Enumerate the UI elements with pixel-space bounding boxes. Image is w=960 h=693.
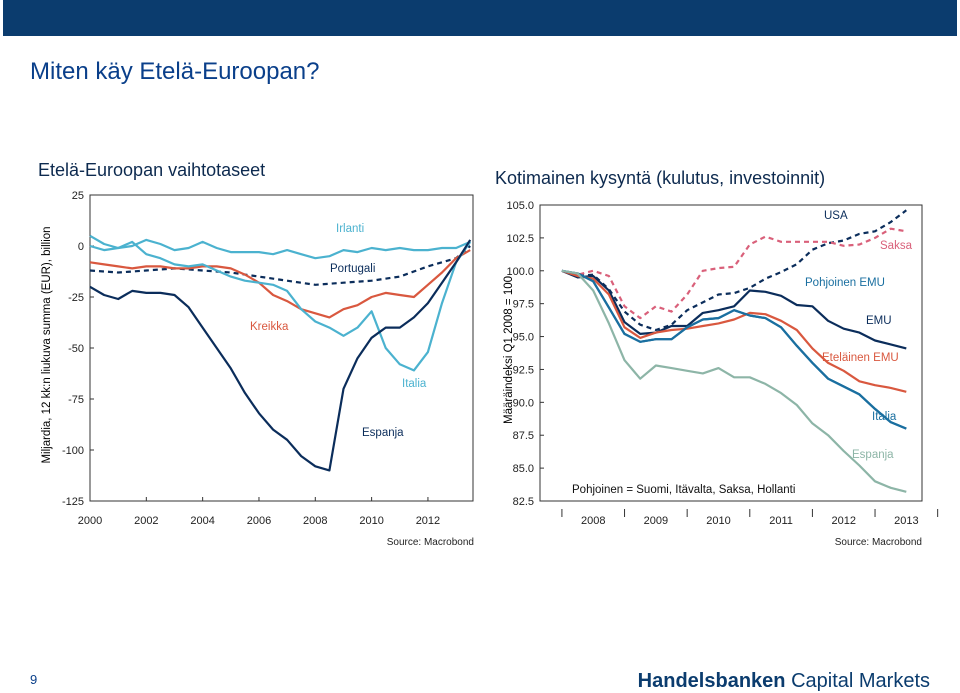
chart-0-ytick-label: 25 xyxy=(72,190,84,202)
chart-1-ytick-label: 105.0 xyxy=(506,200,534,212)
chart-0-ylabel: Miljardia, 12 kk:n liukuva summa (EUR), … xyxy=(41,226,53,463)
chart-1-series-label: USA xyxy=(824,210,848,222)
chart-0-series-italia-line xyxy=(89,234,472,372)
chart-0-xtick-label: 2000 xyxy=(78,515,102,527)
chart-0-ytick-label: -25 xyxy=(68,292,84,304)
chart-0-xtick-label: 2006 xyxy=(247,515,271,527)
chart-1-xtick-label: 2011 xyxy=(769,515,793,527)
chart-1-ytick-label: 95.0 xyxy=(513,332,534,344)
chart-0-ytick-label: 0 xyxy=(78,241,84,253)
chart-0-source: Source: Macrobond xyxy=(387,537,474,548)
chart-1-series-label: Espanja xyxy=(852,449,894,461)
chart-0-ytick-label: -75 xyxy=(68,394,84,406)
chart-1-series-label: Eteläinen EMU xyxy=(822,352,899,364)
chart-0-series-irlanti-line xyxy=(89,238,471,260)
chart-0-series-portugali-line xyxy=(89,245,471,286)
chart-1-xtick-label: 2012 xyxy=(831,515,855,527)
chart-1-series-emu-line xyxy=(561,269,907,393)
chart-1-note: Pohjoinen = Suomi, Itävalta, Saksa, Holl… xyxy=(572,484,795,496)
chart-1-title: Kotimainen kysyntä (kulutus, investoinni… xyxy=(495,168,825,188)
chart-0-ytick-label: -125 xyxy=(62,496,84,508)
chart-0-series-espanja-line xyxy=(89,239,472,472)
page-title: Miten käy Etelä-Euroopan? xyxy=(30,58,320,85)
chart-0-series-kreikka-line xyxy=(89,249,471,319)
chart-1-plot-frame xyxy=(539,204,923,502)
chart-1-ytick-label: 102.5 xyxy=(506,233,534,245)
chart-0-series-label: Italia xyxy=(402,378,427,390)
chart-1-source: Source: Macrobond xyxy=(835,537,922,548)
chart-0-series-label: Portugali xyxy=(330,263,375,275)
chart-0-ytick-label: -50 xyxy=(68,343,84,355)
chart-1-ytick-label: 100.0 xyxy=(506,266,534,278)
chart-1-series-label: Italia xyxy=(872,411,897,423)
chart-1-ytick-label: 85.0 xyxy=(513,463,534,475)
chart-1-xtick-label: 2013 xyxy=(894,515,918,527)
chart-1-series-usa-line xyxy=(561,209,907,332)
chart-1-xtick-label: 2008 xyxy=(581,515,605,527)
chart-0-series-label: Espanja xyxy=(362,427,404,439)
chart-1-ytick-label: 82.5 xyxy=(513,496,534,508)
chart-1-ylabel: Määräindeksi Q1 2008 = 100 xyxy=(503,276,515,424)
logo-main: Handelsbanken xyxy=(637,670,786,692)
chart-0-xtick-label: 2008 xyxy=(303,515,327,527)
top-banner xyxy=(3,0,957,36)
chart-0-series-label: Irlanti xyxy=(336,223,364,235)
chart-1-series-label: Saksa xyxy=(880,240,913,252)
handelsbanken-logo: Handelsbanken Capital Markets xyxy=(638,670,930,693)
page-number: 9 xyxy=(30,672,38,687)
chart-1-series-italia-line xyxy=(561,269,907,430)
chart-0-xtick-label: 2010 xyxy=(359,515,383,527)
chart-0-ytick-label: -100 xyxy=(62,445,84,457)
chart-1-ytick-label: 92.5 xyxy=(513,364,534,376)
chart-1-series-espanja-line xyxy=(561,269,907,493)
chart-1-xtick-label: 2009 xyxy=(644,515,668,527)
chart-0-xtick-label: 2004 xyxy=(190,515,214,527)
chart-1-series-saksa-line xyxy=(561,227,907,320)
chart-1-series-label: Pohjoinen EMU xyxy=(805,277,885,289)
chart-1-ytick-label: 97.5 xyxy=(513,299,534,311)
chart-1-series-pohjoinen-emu-line xyxy=(561,269,907,350)
chart-0-title: Etelä-Euroopan vaihtotaseet xyxy=(38,160,265,180)
chart-1-xtick-label: 2010 xyxy=(706,515,730,527)
chart-1-ytick-label: 87.5 xyxy=(513,430,534,442)
chart-0-xtick-label: 2012 xyxy=(416,515,440,527)
chart-1-ytick-label: 90.0 xyxy=(513,397,534,409)
chart-1-series-eteläinen-emu-line xyxy=(561,269,907,430)
logo-sub: Capital Markets xyxy=(791,670,930,692)
chart-0-xtick-label: 2002 xyxy=(134,515,158,527)
chart-1-series-label: EMU xyxy=(866,315,892,327)
chart-0-series-label: Kreikka xyxy=(250,321,289,333)
